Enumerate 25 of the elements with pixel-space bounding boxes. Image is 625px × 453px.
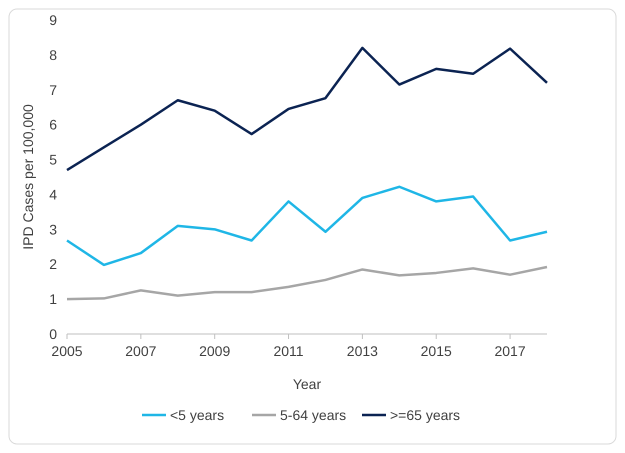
y-tick-label: 2	[49, 256, 58, 272]
y-tick-label: 4	[49, 186, 58, 202]
x-tick-label: 2011	[273, 343, 304, 359]
line-series	[66, 266, 548, 300]
y-tick-label: 8	[49, 46, 58, 63]
y-tick-label: 5	[49, 152, 58, 168]
x-tick-label: 2005	[51, 343, 83, 359]
x-tick-label: 2009	[199, 343, 230, 359]
y-tick-label: 7	[49, 82, 58, 98]
x-tick-label: 2015	[420, 343, 452, 359]
y-tick-label: 0	[49, 326, 58, 342]
y-tick-label: 9	[49, 12, 58, 28]
line-series	[66, 186, 548, 266]
legend-label: >=65 years	[390, 407, 460, 423]
x-tick-label: 2007	[125, 343, 157, 359]
y-tick-label: 1	[49, 291, 58, 308]
y-tick-label: 6	[49, 116, 58, 133]
x-tick-label: 2013	[346, 343, 378, 359]
x-tick-label: 2017	[494, 343, 526, 359]
legend-label: 5-64 years	[280, 407, 346, 423]
x-axis-title: Year	[292, 376, 322, 392]
y-tick-label: 3	[49, 221, 58, 238]
legend-label: <5 years	[170, 407, 224, 423]
line-series	[66, 46, 548, 172]
y-axis-title: IPD Cases per 100,000	[20, 104, 36, 250]
